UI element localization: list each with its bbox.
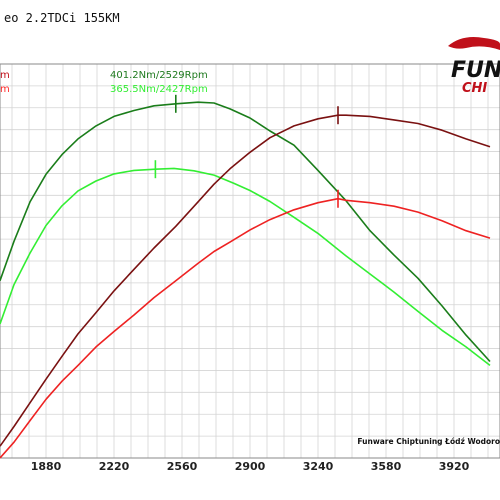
x-tick-label: 3920 — [439, 460, 470, 473]
footer-credit: Funware Chiptuning Łódź Wodoro — [357, 437, 500, 446]
x-tick-label: 1880 — [31, 460, 62, 473]
x-tick-labels: 1880 2220 2560 2900 3240 3580 3920 — [31, 460, 470, 473]
legend-fragment-1: m — [0, 70, 10, 81]
series-layer — [0, 94, 491, 459]
series-line-tuned-power — [0, 114, 491, 447]
horizontal-grid — [0, 85, 500, 437]
logo-swoosh-icon — [448, 37, 500, 50]
x-tick-label: 2900 — [235, 460, 266, 473]
x-tick-label: 2560 — [167, 460, 198, 473]
logo-text: FUN — [451, 58, 500, 83]
legend-fragment-2: m — [0, 84, 10, 95]
plot-frame — [0, 63, 500, 459]
annotation-stock-torque: 365.5Nm/2427Rpm — [110, 84, 208, 95]
x-tick-label: 3240 — [303, 460, 334, 473]
series-line-stock-power — [0, 197, 491, 459]
x-tick-label: 3580 — [371, 460, 402, 473]
series-line-tuned-torque — [0, 101, 491, 363]
series-line-stock-torque — [0, 167, 491, 367]
brand-logo: FUN CHI — [448, 37, 500, 96]
chart-title: eo 2.2TDCi 155KM — [4, 11, 120, 25]
x-tick-label: 2220 — [99, 460, 130, 473]
logo-subtext: CHI — [462, 81, 487, 96]
annotation-tuned-torque: 401.2Nm/2529Rpm — [110, 70, 208, 81]
